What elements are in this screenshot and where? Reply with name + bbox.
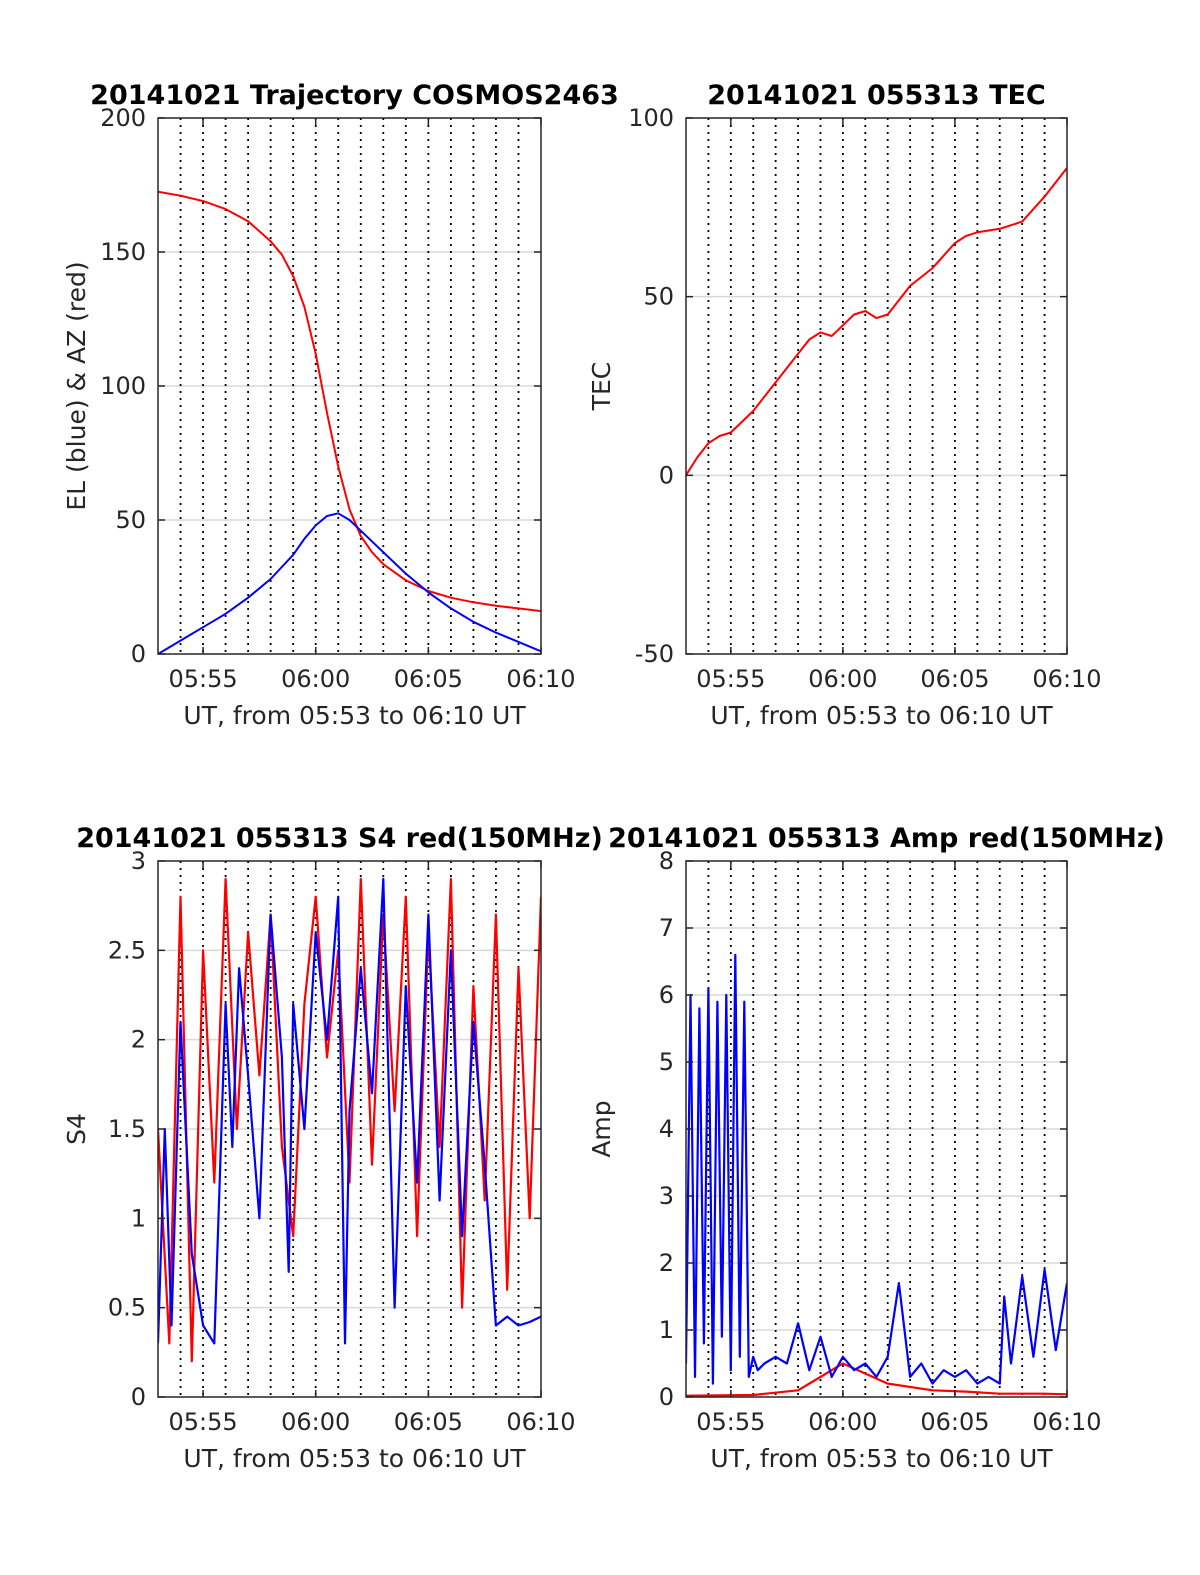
y-tick-label: 1 <box>131 1204 146 1232</box>
x-tick-label: 06:00 <box>808 665 877 693</box>
axes-box <box>685 117 1068 655</box>
y-tick-label: 6 <box>659 981 674 1009</box>
series-red-line <box>686 167 1067 476</box>
chart-title: 20141021 055313 S4 red(150MHz) <box>76 823 603 854</box>
y-tick-label: 0 <box>131 640 146 668</box>
x-axis-label: UT, from 05:53 to 06:10 UT <box>183 701 526 730</box>
chart-title: 20141021 055313 Amp red(150MHz) <box>608 823 1165 854</box>
chart-panel-3: 0 0.5 1 1.5 2 2.5 3 05:55 06:00 06:05 06:10 2014102… <box>62 823 603 1473</box>
y-tick-label: 3 <box>659 1182 674 1210</box>
x-axis-label: UT, from 05:53 to 06:10 UT <box>710 701 1053 730</box>
y-tick-label: 0.5 <box>108 1294 146 1322</box>
x-tick-label: 06:10 <box>1032 1408 1101 1436</box>
y-tick-label: 1.5 <box>108 1115 146 1143</box>
x-tick-label: 06:00 <box>281 665 350 693</box>
y-tick-label: -50 <box>635 640 674 668</box>
series-red-line <box>686 1362 1067 1397</box>
y-tick-label: 50 <box>643 283 674 311</box>
x-tick-label: 06:05 <box>920 1408 989 1436</box>
y-tick-label: 200 <box>100 104 146 132</box>
series-blue-line <box>686 953 1067 1385</box>
x-tick-label: 06:10 <box>1032 665 1101 693</box>
x-tick-label: 05:55 <box>168 1408 237 1436</box>
y-tick-label: 100 <box>628 104 674 132</box>
y-tick-label: 0 <box>659 461 674 489</box>
chart-panel-1: 0 50 100 150 200 05:55 06:00 06:05 06:10 20141021… <box>62 80 619 730</box>
x-axis-label: UT, from 05:53 to 06:10 UT <box>183 1444 526 1473</box>
chart-title: 20141021 Trajectory COSMOS2463 <box>90 80 619 111</box>
y-tick-label: 2 <box>131 1026 146 1054</box>
x-axis-label: UT, from 05:53 to 06:10 UT <box>710 1444 1053 1473</box>
y-tick-label: 100 <box>100 372 146 400</box>
y-tick-label: 50 <box>115 506 146 534</box>
y-tick-label: 7 <box>659 914 674 942</box>
y-axis-label: S4 <box>62 1113 91 1145</box>
series-red-line <box>158 190 541 613</box>
y-tick-label: 5 <box>659 1048 674 1076</box>
x-tick-label: 06:05 <box>920 665 989 693</box>
x-tick-label: 05:55 <box>696 1408 765 1436</box>
y-tick-label: 0 <box>659 1383 674 1411</box>
y-axis-label: Amp <box>587 1100 616 1157</box>
chart-panel-4: 0 1 2 3 4 5 6 7 8 05:55 06:00 06:05 06:10 20141021 05… <box>587 823 1165 1473</box>
y-tick-label: 4 <box>659 1115 674 1143</box>
chart-panel-2: -50 0 50 100 05:55 06:00 06:05 06:10 20141021 05… <box>587 80 1102 730</box>
x-tick-label: 06:10 <box>506 1408 575 1436</box>
series-blue-line <box>158 512 541 654</box>
y-tick-label: 0 <box>131 1383 146 1411</box>
y-tick-label: 8 <box>659 847 674 875</box>
y-tick-label: 2.5 <box>108 936 146 964</box>
y-axis-label: TEC <box>587 362 616 412</box>
x-tick-label: 05:55 <box>168 665 237 693</box>
x-tick-label: 06:05 <box>394 1408 463 1436</box>
x-tick-label: 06:00 <box>808 1408 877 1436</box>
y-tick-label: 1 <box>659 1316 674 1344</box>
y-tick-label: 150 <box>100 238 146 266</box>
series-blue-line <box>158 877 541 1345</box>
y-tick-label: 2 <box>659 1249 674 1277</box>
x-tick-label: 06:00 <box>281 1408 350 1436</box>
x-tick-label: 06:05 <box>394 665 463 693</box>
chart-title: 20141021 055313 TEC <box>707 80 1046 111</box>
x-tick-label: 05:55 <box>696 665 765 693</box>
y-axis-label: EL (blue) & AZ (red) <box>62 261 91 510</box>
x-tick-label: 06:10 <box>506 665 575 693</box>
y-tick-label: 3 <box>131 847 146 875</box>
